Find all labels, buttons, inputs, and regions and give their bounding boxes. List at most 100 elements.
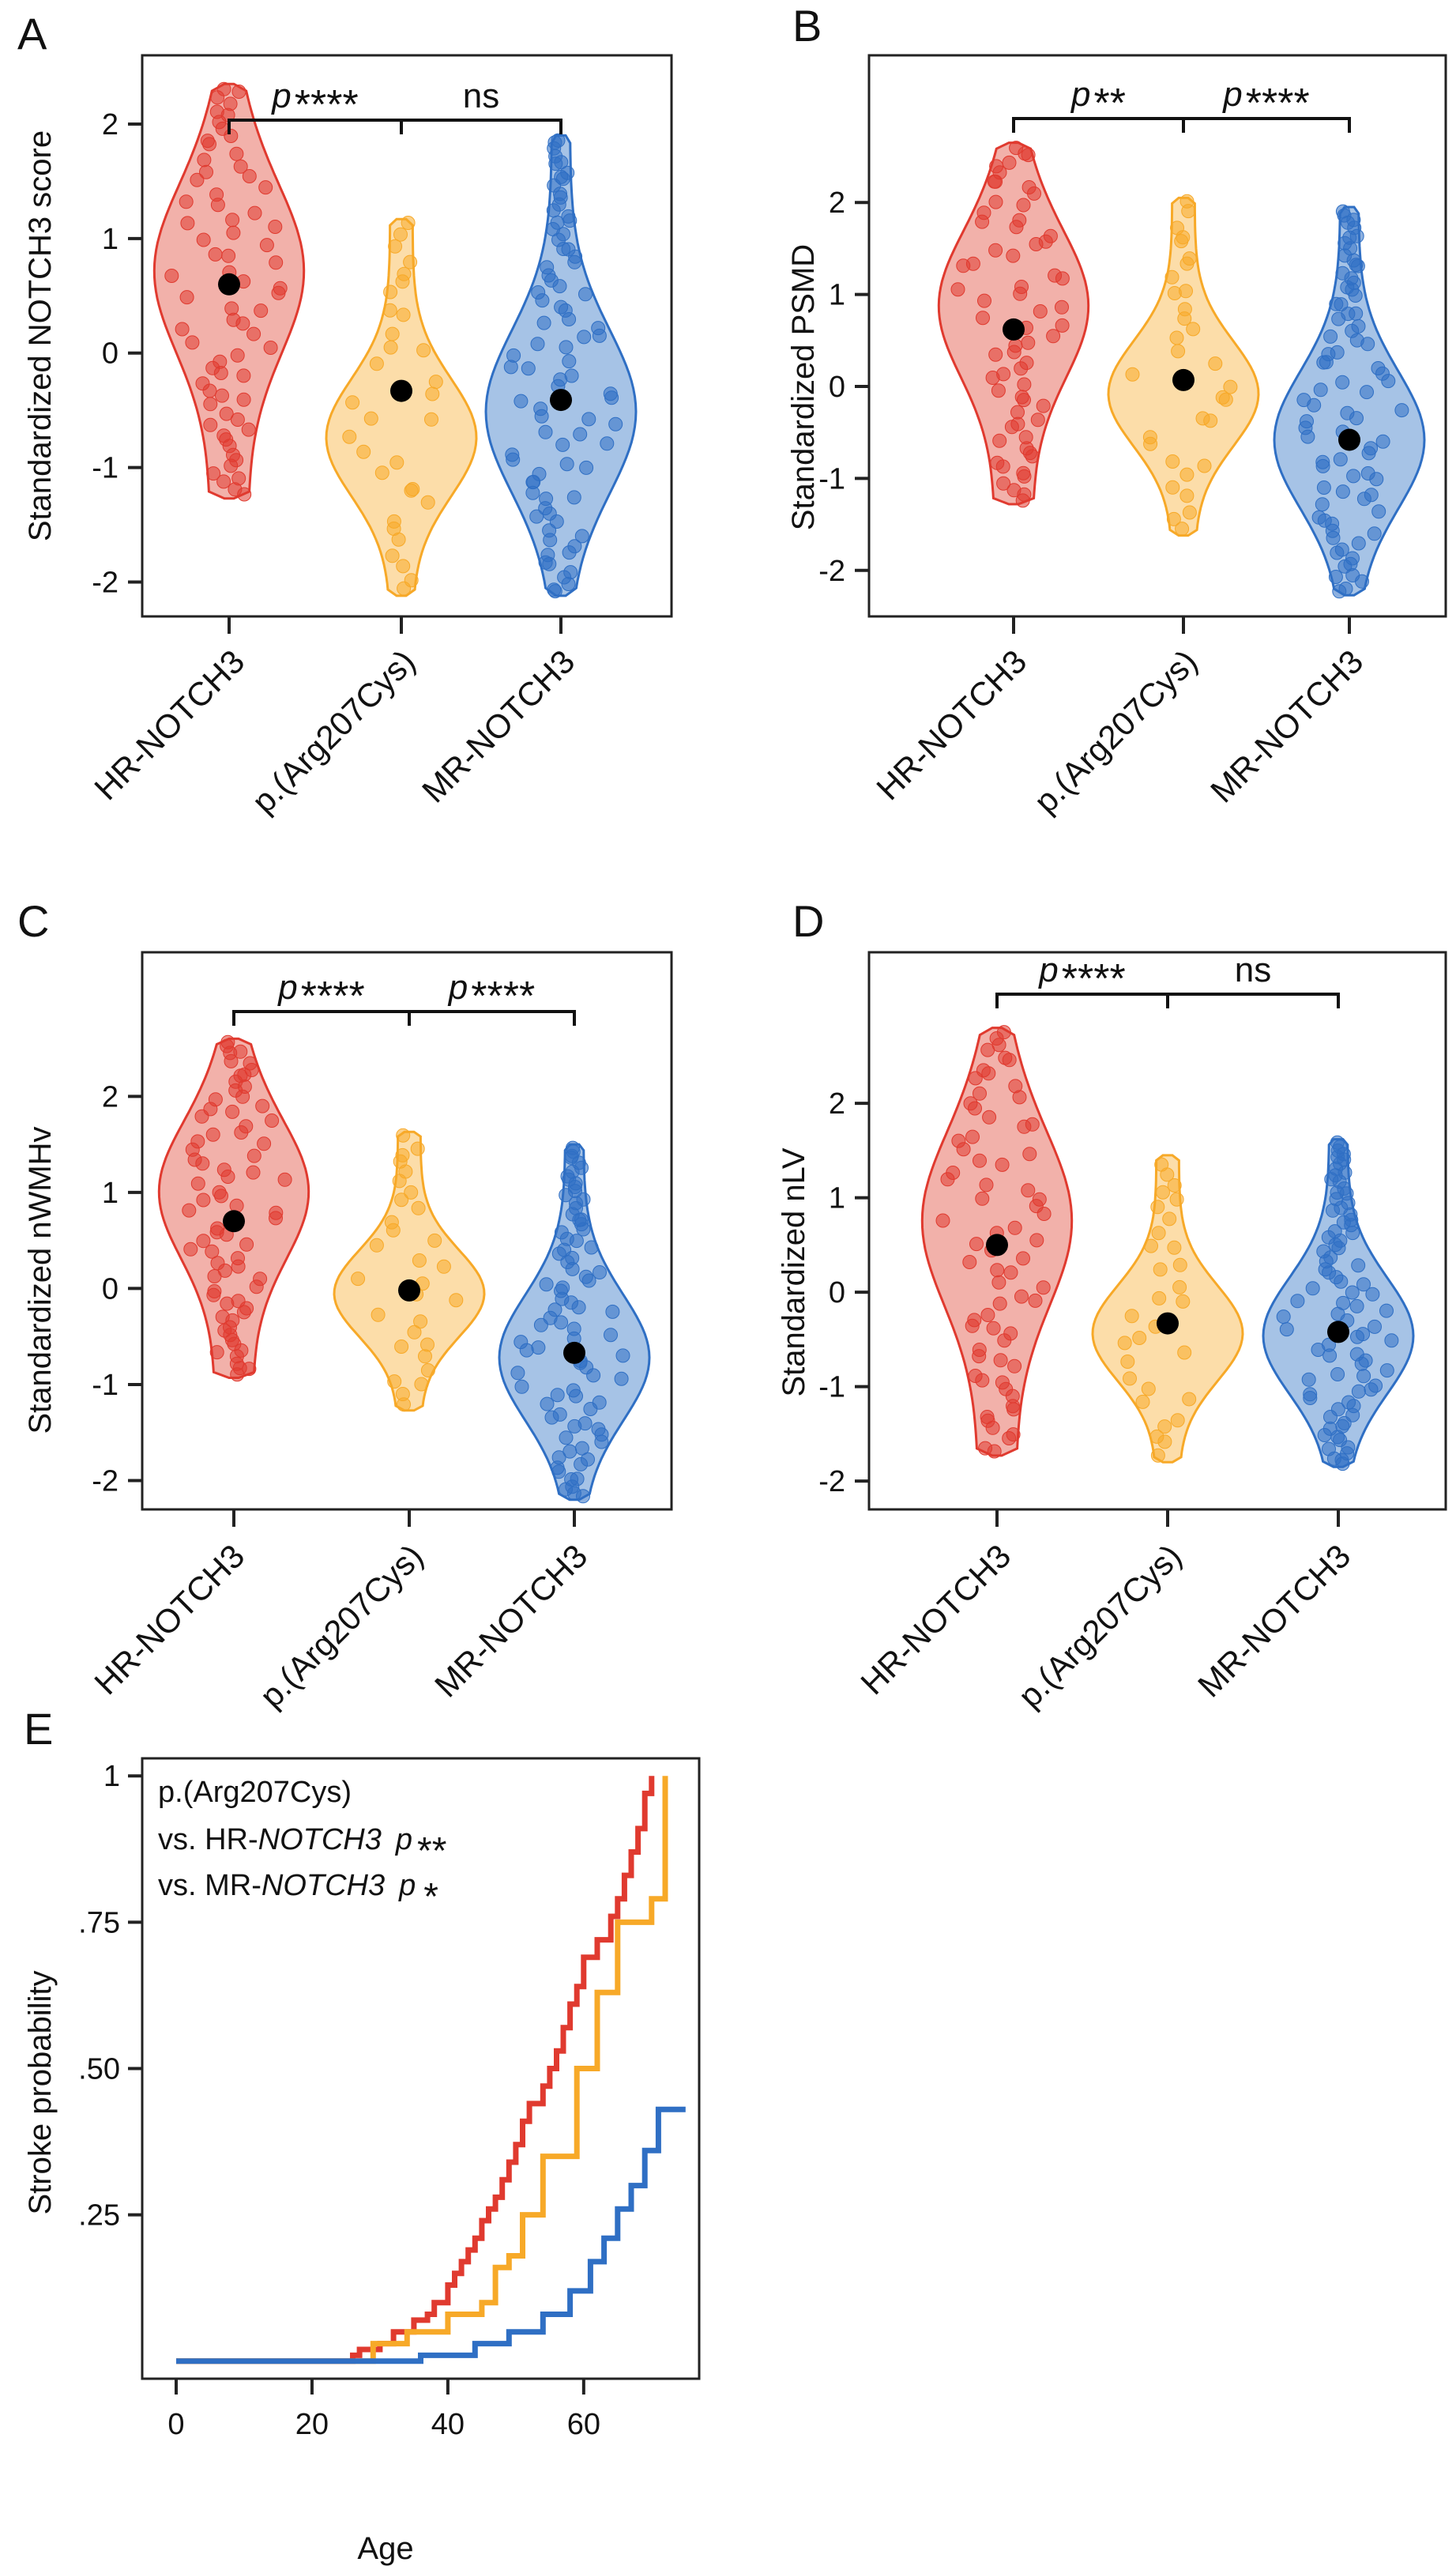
panel-b-point-arg [1179,284,1193,299]
panel-c-point-mr [574,1441,589,1456]
panel-c-point-arg [395,1387,410,1401]
panel-d-violin-arg [1091,1154,1244,1464]
panel-d-point-mr [1345,1285,1360,1300]
panel-c-point-arg [351,1272,366,1287]
panel-a-point-hr [200,134,215,149]
panel-d-point-mr [1349,1347,1364,1362]
panel-c-sig-stars: **** [301,974,365,1019]
panel-d-point-hr [993,1353,1008,1368]
panel-a-y-tick-label: 0 [102,337,119,371]
panel-a-y-ticks: -2 -1 0 1 2 [92,108,142,600]
panel-d-point-mr [1356,1327,1371,1342]
panel-b-x-ticks [1012,616,1351,634]
panel-a-point-mr [564,368,579,383]
panel-d-point-mr [1330,1402,1345,1417]
panel-c-point-arg [394,1193,409,1208]
panel-c-category-label-mr: MR-NOTCH3 [427,1537,594,1704]
panel-d-point-hr [1006,1427,1021,1442]
panel-c-point-hr [253,1272,268,1287]
panel-b-point-hr [1006,248,1021,263]
panel-d-point-hr [979,1177,994,1193]
panel-b-point-hr [1017,377,1032,392]
panel-b-mean-hr [1003,318,1025,341]
panel-c-y-tick-label: 1 [102,1177,119,1210]
panel-a-point-arg [388,239,403,254]
panel-c-point-mr [552,1407,567,1422]
panel-c-point-hr [190,1134,205,1149]
panel-b-sig-p: p [1070,75,1090,114]
panel-d-point-arg [1153,1262,1168,1277]
panel-b-points-arg [1125,194,1238,537]
panel-b-point-hr [996,367,1011,382]
panel-c-point-mr [570,1471,585,1486]
panel-c-sig-label-0: p**** [277,968,364,1019]
panel-c-point-hr [233,1044,248,1059]
panel-a-comparisons: p**** ns [228,77,562,134]
panel-e-x-ticks: 0 20 40 60 [167,2379,600,2441]
panel-d-point-hr [935,1213,950,1228]
panel-c-point-hr [182,1203,197,1218]
panel-e-line-hr [176,1776,655,2364]
panel-b-point-hr [989,159,1004,174]
panel-b-point-arg [1166,511,1181,526]
panel-b-y-tick-label: 1 [829,279,845,312]
panel-a-mean-mr [550,389,572,412]
panel-a-point-hr [213,354,228,369]
panel-b-point-hr [1002,155,1017,170]
panel-c-point-arg [420,1337,435,1352]
panel-c-point-arg [418,1349,432,1364]
panel-c-point-hr [210,1256,225,1271]
panel-c-point-mr [614,1371,629,1386]
panel-a-point-mr [560,165,575,180]
panel-a-point-mr [538,424,553,439]
panel-d-point-arg [1170,1413,1185,1428]
panel-b-point-arg [1175,522,1190,537]
panel-b-y-tick-label: -1 [818,462,845,495]
panel-c-point-mr [604,1328,618,1343]
panel-d-point-mr [1290,1294,1305,1309]
panel-d-category-label-hr: HR-NOTCH3 [853,1537,1018,1701]
panel-c-point-hr [243,1056,258,1071]
panel-b-point-hr [1012,213,1027,228]
panel-d-point-mr [1303,1387,1318,1402]
panel-a-point-hr [216,428,231,443]
panel-d-point-mr [1356,1277,1371,1292]
panel-d-points-mr [1276,1135,1399,1471]
panel-a-y-tick-label: 1 [102,223,119,256]
panel-b-violins [937,141,1426,599]
panel-a-point-hr [233,159,248,174]
panel-a-point-mr [514,394,529,409]
panel-d-point-arg [1162,1211,1177,1226]
panel-a-point-arg [382,303,397,318]
panel-b-point-arg [1195,411,1210,426]
panel-d-point-mr [1368,1378,1383,1393]
panel-d-point-arg [1120,1355,1135,1369]
panel-c-sig-p: p [277,968,297,1007]
panel-a: -2 -1 0 1 2 p**** ns Standardized NOTCH3 scor… [23,54,673,820]
panel-e-y-axis-title: Stroke probability [23,1970,58,2214]
panel-b-violin-arg [1107,196,1260,537]
panel-b-bracket-1 [1182,117,1351,133]
panel-d-point-hr [995,1375,1010,1390]
panel-d-point-mr [1316,1244,1331,1259]
panel-a-point-mr [532,466,547,481]
panel-d-point-mr [1341,1395,1356,1410]
panel-b-point-mr [1323,329,1338,344]
panel-a-category-label-hr: HR-NOTCH3 [87,642,251,807]
panel-c-point-arg [436,1259,451,1274]
panel-d-point-hr [1021,1183,1036,1198]
panel-c-point-arg [427,1233,442,1248]
panel-e-y-tick-label: .50 [78,2053,120,2086]
panel-d-y-tick-label: 0 [829,1276,845,1309]
panel-c-point-hr [209,1345,224,1360]
panel-c-points-mr [510,1140,630,1504]
panel-letter-a: A [17,9,47,58]
panel-b-point-hr [1014,390,1029,405]
panel-c-point-mr [566,1321,581,1336]
panel-c-point-mr [593,1265,607,1279]
panel-a-point-hr [221,248,236,263]
panel-e: .25 .50 .75 1 0 20 40 60 Stroke probability Ag… [23,1757,701,2566]
panel-a-point-arg [404,573,419,588]
panel-d-sig-p: p [1037,951,1058,989]
panel-b-point-mr [1335,204,1350,219]
